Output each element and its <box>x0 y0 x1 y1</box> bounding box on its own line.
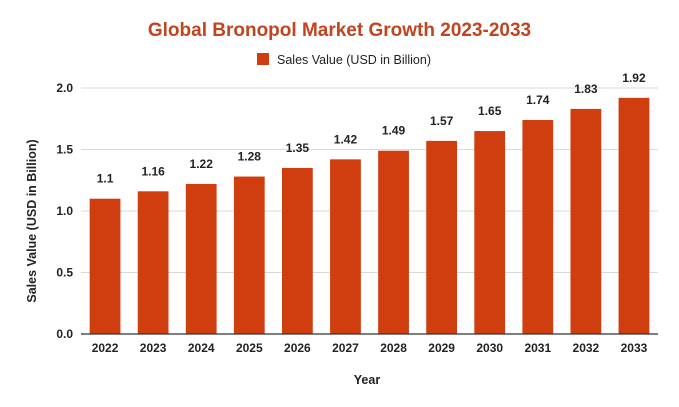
data-label-2025: 1.28 <box>238 150 262 164</box>
x-tick-label: 2024 <box>188 341 215 355</box>
y-axis-ticks: 0.0 0.5 1.0 1.5 2.0 <box>56 81 73 341</box>
legend: Sales Value (USD in Billion) <box>257 53 431 67</box>
x-tick-label: 2031 <box>524 341 551 355</box>
bar-2033 <box>618 97 650 334</box>
x-axis-title: Year <box>354 373 381 387</box>
y-tick-label: 0.0 <box>56 327 73 341</box>
legend-label: Sales Value (USD in Billion) <box>277 53 431 67</box>
data-label-2031: 1.74 <box>526 93 550 107</box>
bar-2026 <box>281 167 313 334</box>
legend-swatch <box>257 53 269 65</box>
data-label-2032: 1.83 <box>574 82 598 96</box>
data-label-2030: 1.65 <box>478 104 502 118</box>
x-tick-label: 2023 <box>140 341 167 355</box>
y-tick-label: 0.5 <box>56 266 73 280</box>
bar-2029 <box>426 140 458 334</box>
bar-2032 <box>570 108 602 334</box>
x-tick-label: 2025 <box>236 341 263 355</box>
bar-2028 <box>378 150 409 334</box>
data-label-2029: 1.57 <box>430 114 454 128</box>
x-tick-label: 2022 <box>92 341 119 355</box>
bar-2027 <box>330 159 361 334</box>
x-tick-label: 2029 <box>428 341 455 355</box>
bar-2025 <box>233 176 265 334</box>
data-label-2023: 1.16 <box>141 164 165 178</box>
bar-2022 <box>89 198 121 334</box>
x-tick-label: 2033 <box>621 341 648 355</box>
gridlines <box>81 87 658 273</box>
data-labels: 1.1 1.16 1.22 1.28 1.35 1.42 1.49 1.57 1.65 1.74 1… <box>97 71 646 186</box>
bar-2024 <box>185 183 217 334</box>
data-label-2024: 1.22 <box>190 157 214 171</box>
bars <box>89 97 650 334</box>
y-tick-label: 2.0 <box>56 81 73 95</box>
y-tick-label: 1.0 <box>56 204 73 218</box>
bar-2030 <box>474 131 506 334</box>
x-tick-label: 2026 <box>284 341 311 355</box>
x-tick-label: 2028 <box>380 341 407 355</box>
x-tick-label: 2030 <box>476 341 503 355</box>
data-label-2033: 1.92 <box>622 71 646 85</box>
x-axis-ticks: 2022 2023 2024 2025 2026 2027 2028 2029 2030 2031… <box>92 341 648 355</box>
x-tick-label: 2027 <box>332 341 359 355</box>
bar-2023 <box>137 191 169 334</box>
bar-2031 <box>522 119 554 334</box>
y-tick-label: 1.5 <box>56 143 73 157</box>
data-label-2026: 1.35 <box>286 141 310 155</box>
x-tick-label: 2032 <box>573 341 600 355</box>
y-axis-title: Sales Value (USD in Billion) <box>25 139 39 302</box>
data-label-2028: 1.49 <box>382 124 406 138</box>
chart-title: Global Bronopol Market Growth 2023-2033 <box>148 20 531 41</box>
data-label-2022: 1.1 <box>97 172 114 186</box>
data-label-2027: 1.42 <box>334 132 358 146</box>
